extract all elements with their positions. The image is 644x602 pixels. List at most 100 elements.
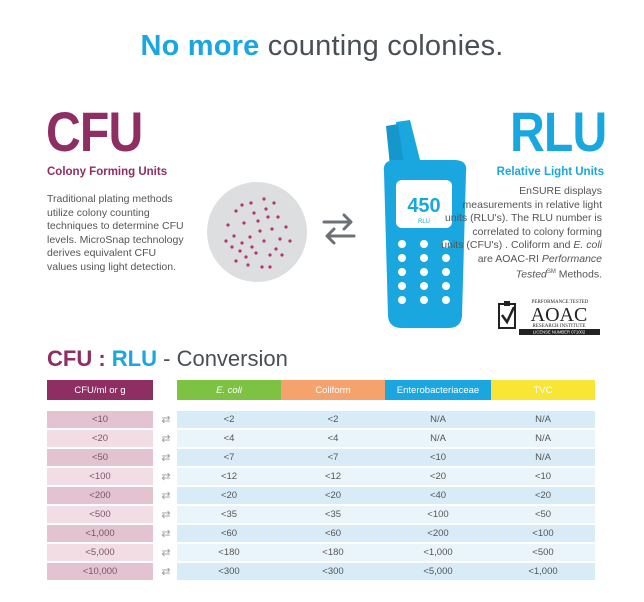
entero-cell: <100 <box>385 506 491 523</box>
aoac-license: LICENSE NUMBER 071002 <box>533 330 586 335</box>
aoac-sub-text: RESEARCH INSTITUTE <box>533 324 586 329</box>
ecoli-italic: E. coli <box>573 239 602 251</box>
colony-dot <box>244 255 248 259</box>
convert-symbol-icon: ⇄ <box>161 452 171 464</box>
coliform-cell: <2 <box>281 411 385 428</box>
colony-dot <box>242 221 246 225</box>
header-enterobacteriaceae: Enterobacteriaceae <box>385 380 491 400</box>
rlu-desc-line: correlated to colony forming <box>472 225 602 238</box>
convert-symbol-icon: ⇄ <box>161 490 171 502</box>
table-row: <50 ⇄ <7 <7 <10 N/A <box>47 449 595 466</box>
rlu-desc-line: are AOAC-RI Performance <box>438 253 602 267</box>
convert-symbol-icon: ⇄ <box>161 414 171 426</box>
rlu-desc-line: TestedSM Methods. <box>438 266 602 282</box>
conversion-cfu: CFU <box>47 346 93 371</box>
ecoli-cell: <35 <box>177 506 281 523</box>
coliform-cell: <300 <box>281 563 385 580</box>
convert-symbol-icon: ⇄ <box>161 509 171 521</box>
rlu-desc-text: Methods. <box>555 268 602 281</box>
colony-dot <box>246 263 250 267</box>
rlu-desc-line: EnSURE displays <box>519 185 602 197</box>
colony-dot <box>234 259 238 263</box>
ecoli-cell: <4 <box>177 430 281 447</box>
cfu-cell: <50 <box>47 449 153 466</box>
tvc-cell: <100 <box>491 525 595 542</box>
colony-dot <box>278 237 282 241</box>
entero-cell: <20 <box>385 468 491 485</box>
cfu-description: Traditional plating methods utilize colo… <box>47 193 217 274</box>
cfu-desc-line: utilize colony counting <box>47 206 150 219</box>
cfu-desc-line: values using light detection. <box>47 260 176 273</box>
coliform-cell: <35 <box>281 506 385 523</box>
cfu-desc-line: derives equivalent CFU <box>47 247 157 259</box>
headline-rest: counting colonies. <box>267 30 504 62</box>
ensure-meter-icon: 450 RLU <box>383 120 467 328</box>
coliform-cell: <180 <box>281 544 385 561</box>
colony-dot <box>230 245 234 249</box>
conversion-rlu: RLU <box>111 346 158 371</box>
tvc-cell: <1,000 <box>491 563 595 580</box>
rlu-desc-line: units (CFU's) . Coliform and E. coli <box>438 239 602 253</box>
colony-dot <box>240 241 244 245</box>
conversion-colon: : <box>98 346 106 371</box>
colony-dot <box>254 251 258 255</box>
colony-dot <box>250 245 254 249</box>
rlu-desc-text: units (CFU's) . Coliform and <box>441 239 574 251</box>
cfu-title: CFU <box>46 100 143 163</box>
colony-dot <box>268 253 272 257</box>
cfu-cell: <200 <box>47 487 153 504</box>
table-row: <1,000 ⇄ <60 <60 <200 <100 <box>47 525 595 542</box>
colony-dot <box>224 239 228 243</box>
cfu-cell: <100 <box>47 468 153 485</box>
colony-dot <box>260 265 264 269</box>
ecoli-cell: <2 <box>177 411 281 428</box>
coliform-cell: <7 <box>281 449 385 466</box>
tvc-cell: <20 <box>491 487 595 504</box>
entero-cell: <1,000 <box>385 544 491 561</box>
petri-dish-icon <box>207 182 307 282</box>
conversion-label: - Conversion <box>157 346 288 371</box>
table-row: <5,000 ⇄ <180 <180 <1,000 <500 <box>47 544 595 561</box>
colony-dot <box>266 215 270 219</box>
colony-dot <box>262 197 266 201</box>
tvc-cell: N/A <box>491 411 595 428</box>
coliform-cell: <20 <box>281 487 385 504</box>
aoac-top-text: PERFORMANCE TESTED <box>532 300 589 305</box>
colony-dot <box>274 247 278 251</box>
performance-italic: Performance <box>541 252 602 265</box>
colony-dot <box>238 249 242 253</box>
convert-symbol-icon: ⇄ <box>161 471 171 483</box>
table-row: <200 ⇄ <20 <20 <40 <20 <box>47 487 595 504</box>
colony-dot <box>226 223 230 227</box>
cfu-cell: <10,000 <box>47 563 153 580</box>
cfu-cell: <1,000 <box>47 525 153 542</box>
tested-italic: Tested <box>515 268 547 281</box>
tvc-cell: N/A <box>491 430 595 447</box>
conversion-table: CFU/ml or g E. coli Coliform Enterobacte… <box>47 380 595 582</box>
header-cfu: CFU/ml or g <box>47 380 153 400</box>
cfu-cell: <20 <box>47 430 153 447</box>
entero-cell: <10 <box>385 449 491 466</box>
ecoli-cell: <12 <box>177 468 281 485</box>
meter-display-unit: RLU <box>418 219 430 225</box>
table-row: <500 ⇄ <35 <35 <100 <50 <box>47 506 595 523</box>
entero-cell: <40 <box>385 487 491 504</box>
cfu-desc-line: Traditional plating methods <box>47 193 173 205</box>
headline: No more counting colonies. <box>0 30 644 63</box>
colony-dot <box>288 239 292 243</box>
rlu-subtitle: Relative Light Units <box>496 166 604 178</box>
tvc-cell: <10 <box>491 468 595 485</box>
convert-symbol-icon: ⇄ <box>161 547 171 559</box>
colony-dot <box>284 225 288 229</box>
rlu-desc-text: are AOAC-RI <box>477 252 542 265</box>
coliform-cell: <4 <box>281 430 385 447</box>
colony-dot <box>249 201 253 205</box>
colony-dot <box>280 253 284 257</box>
header-ecoli: E. coli <box>177 380 281 400</box>
tvc-cell: <500 <box>491 544 595 561</box>
colony-dot <box>262 239 266 243</box>
table-header-row: CFU/ml or g E. coli Coliform Enterobacte… <box>47 380 595 400</box>
colony-dot <box>272 201 276 205</box>
rlu-description: EnSURE displays measurements in relative… <box>438 185 602 282</box>
colony-dot <box>258 229 262 233</box>
